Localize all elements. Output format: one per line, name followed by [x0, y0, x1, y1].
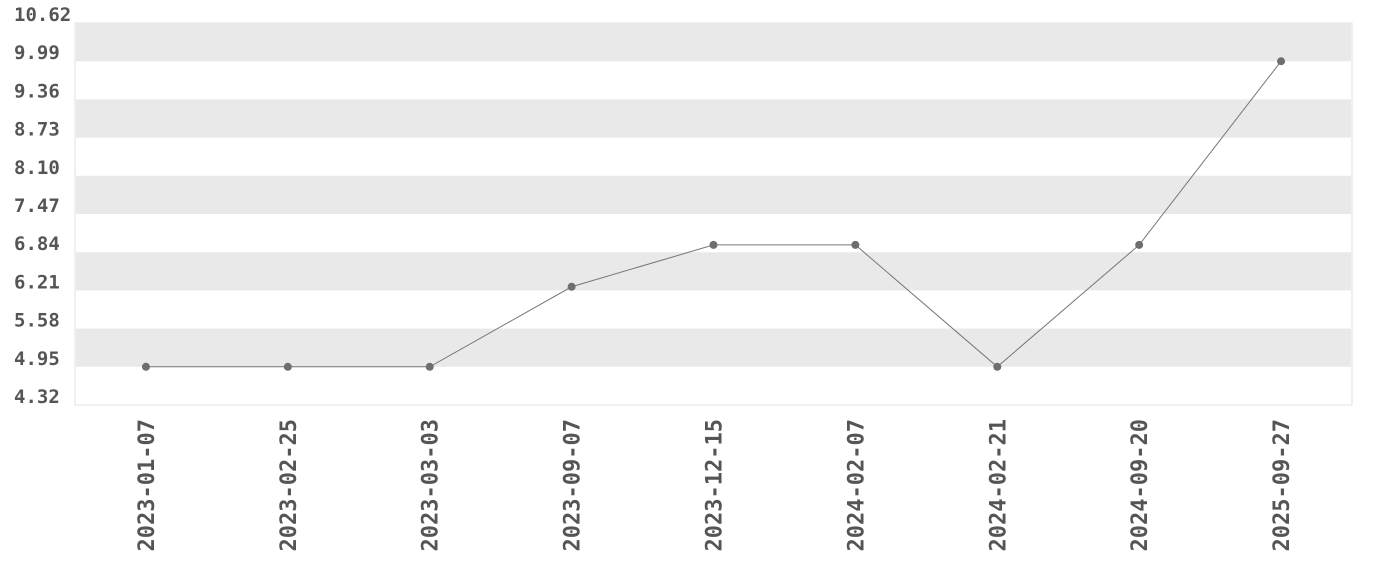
y-tick-label: 4.95 [14, 348, 60, 370]
y-tick-label: 7.47 [14, 195, 60, 217]
data-point [141, 362, 150, 371]
data-point [283, 362, 292, 371]
data-point [993, 362, 1002, 371]
grid-band [76, 252, 1351, 291]
grid-band [76, 99, 1351, 138]
x-tick-label: 2023-03-03 [419, 419, 444, 551]
data-point [1277, 57, 1286, 66]
data-point [1135, 240, 1144, 249]
y-tick-label: 5.58 [14, 310, 60, 332]
x-tick-label: 2023-02-25 [277, 419, 302, 551]
x-tick-label: 2023-12-15 [703, 419, 728, 551]
y-tick-label: 4.32 [14, 386, 60, 408]
y-tick-label: 10.62 [14, 4, 71, 26]
data-point [425, 362, 434, 371]
y-tick-label: 8.73 [14, 119, 60, 141]
y-tick-label: 6.21 [14, 271, 60, 293]
x-tick-label: 2023-01-07 [135, 419, 160, 551]
grid-band [76, 23, 1351, 62]
data-point [709, 240, 718, 249]
x-tick-label: 2023-09-07 [561, 419, 586, 551]
grid-band [76, 328, 1351, 367]
y-tick-label: 8.10 [14, 157, 60, 179]
x-tick-label: 2024-02-07 [844, 419, 869, 551]
data-point [851, 240, 860, 249]
x-tick-label: 2024-09-20 [1128, 419, 1153, 551]
data-point [567, 282, 576, 291]
x-tick-label: 2024-02-21 [986, 419, 1011, 551]
y-tick-label: 9.99 [14, 42, 60, 64]
y-tick-label: 9.36 [14, 80, 60, 102]
x-tick-label: 2025-09-27 [1270, 419, 1295, 551]
y-tick-label: 6.84 [14, 233, 60, 255]
grid-band [76, 175, 1351, 214]
